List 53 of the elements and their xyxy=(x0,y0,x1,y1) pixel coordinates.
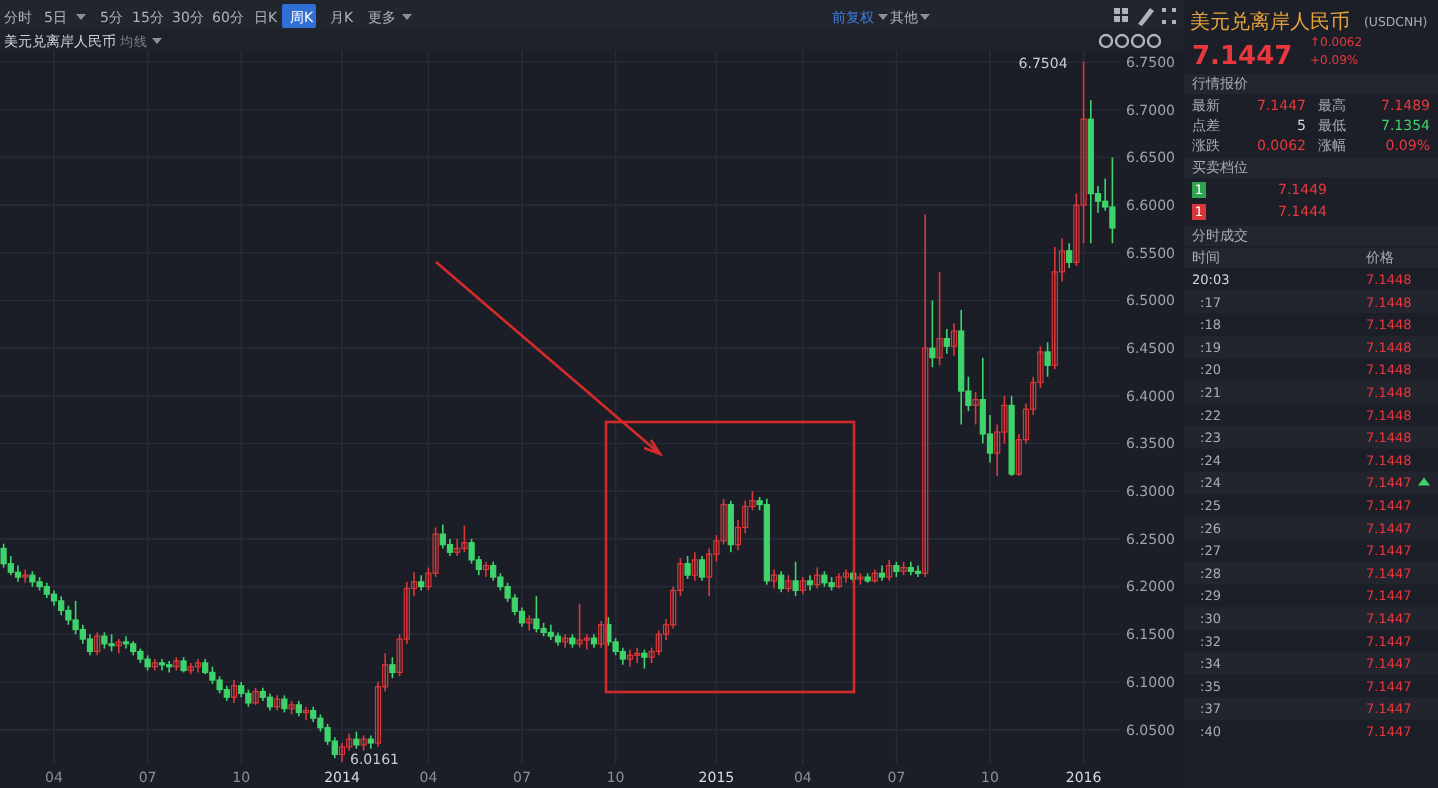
candlestick xyxy=(461,524,468,554)
candlestick xyxy=(626,648,634,668)
candlestick xyxy=(1066,242,1073,269)
candlestick xyxy=(684,555,691,580)
candlestick xyxy=(0,542,7,569)
candlestick xyxy=(698,555,706,582)
candlestick xyxy=(770,568,778,590)
candlestick xyxy=(641,648,648,670)
candlestick xyxy=(58,595,65,617)
candlestick xyxy=(7,555,14,576)
candlestick xyxy=(151,658,158,672)
candlestick xyxy=(94,631,101,657)
candlestick xyxy=(598,620,605,649)
candlestick xyxy=(576,602,583,649)
text: 7.1447 xyxy=(1192,42,1293,72)
candlestick xyxy=(1109,156,1116,245)
candlestick xyxy=(158,658,166,672)
candlestick xyxy=(274,694,281,712)
candlestick xyxy=(814,566,821,590)
candlestick xyxy=(562,633,569,649)
candlestick xyxy=(533,595,540,634)
candlestick xyxy=(72,600,79,636)
candlestick xyxy=(706,547,713,597)
candlestick xyxy=(922,213,929,578)
candlestick xyxy=(1051,246,1058,370)
candlestick xyxy=(230,679,238,704)
candlestick xyxy=(115,638,122,655)
candlestick xyxy=(972,391,979,426)
candlestick xyxy=(792,561,799,597)
candlestick xyxy=(122,635,130,650)
text: 美元兑离岸人民币 xyxy=(1190,10,1350,34)
candlestick xyxy=(583,633,590,651)
candlestick xyxy=(65,604,72,626)
candlestick xyxy=(950,322,958,357)
candlestick xyxy=(929,299,936,369)
candlestick xyxy=(727,499,734,554)
candlestick xyxy=(799,576,806,596)
candlestick xyxy=(886,559,893,582)
candlestick xyxy=(439,523,446,550)
candlestick xyxy=(526,614,533,632)
candlestick xyxy=(389,656,396,679)
candlestick xyxy=(835,572,842,590)
candlestick xyxy=(490,561,497,582)
candlestick xyxy=(842,568,850,584)
candlestick xyxy=(778,570,785,594)
candlestick xyxy=(936,271,943,367)
candlestick xyxy=(871,568,878,584)
candlestick xyxy=(194,658,202,674)
candlestick xyxy=(86,633,94,657)
candlestick xyxy=(691,551,698,582)
candlestick xyxy=(943,328,950,355)
candlestick xyxy=(1044,341,1051,378)
candlestick xyxy=(22,568,29,584)
